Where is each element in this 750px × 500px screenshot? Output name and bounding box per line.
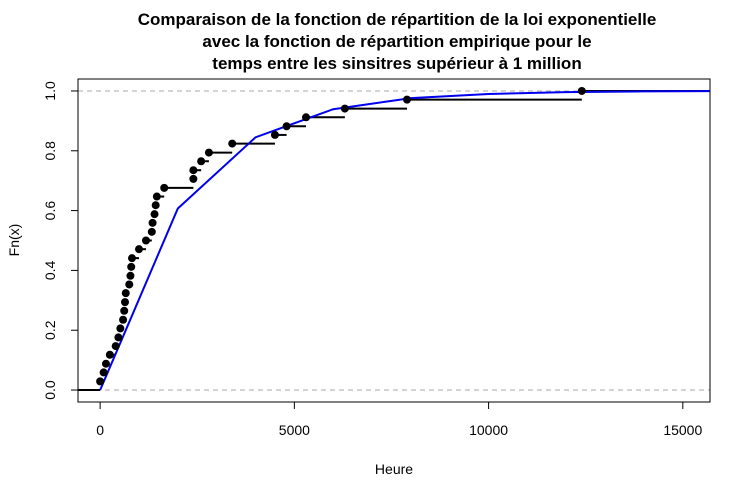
x-tick-label-2: 10000 [469,422,508,438]
ecdf-point-6 [116,324,125,333]
y-axis: 0.0 0.2 0.4 0.6 0.8 1.0 [42,81,79,400]
exponential-cdf-line [99,90,711,391]
x-tick-label-3: 15000 [663,422,702,438]
ecdf-point-17 [147,227,156,236]
plot-box [77,78,711,403]
ecdf-point-18 [148,218,157,227]
ecdf-point-19 [150,210,159,219]
y-tick-label-4: 0.8 [42,141,58,161]
y-tick-label-0: 0.0 [42,380,58,400]
chart-title-line-2: avec la fonction de répartition empiriqu… [202,32,591,51]
ecdf-point-3 [105,350,114,359]
ecdf-point-2 [101,359,110,368]
ecdf-point-28 [270,130,279,139]
ecdf-point-4 [111,342,120,351]
ecdf-point-26 [204,148,213,157]
ecdf-point-23 [189,174,198,183]
ecdf-point-25 [197,157,206,166]
ecdf-point-27 [228,139,237,148]
ecdf-point-29 [282,122,291,131]
ecdf-point-32 [403,95,412,104]
ecdf-point-8 [120,306,129,315]
y-tick-label-1: 0.2 [42,320,58,340]
ecdf-point-16 [141,236,150,245]
x-tick-label-1: 5000 [279,422,310,438]
ecdf-point-13 [127,262,136,271]
ecdf-point-14 [127,254,136,263]
chart-title: Comparaison de la fonction de répartitio… [138,10,657,73]
ecdf-point-22 [160,183,169,192]
x-axis-label: Heure [375,461,413,477]
ecdf-point-5 [114,333,123,342]
ecdf-point-15 [134,245,143,254]
ecdf-point-7 [119,315,128,324]
ecdf-point-24 [189,166,198,175]
ecdf-point-11 [125,280,134,289]
y-tick-label-3: 0.6 [42,201,58,221]
ecdf-point-30 [302,113,311,122]
x-axis: 0 5000 10000 15000 [96,401,702,438]
y-axis-label: Fn(x) [6,224,22,257]
y-tick-label-5: 1.0 [42,81,58,101]
chart-title-line-3: temps entre les sinsitres supérieur à 1 … [212,54,581,73]
ecdf-point-9 [121,298,130,307]
ecdf-point-0 [96,377,105,386]
x-tick-label-0: 0 [96,422,104,438]
chart-title-line-1: Comparaison de la fonction de répartitio… [138,10,657,29]
reference-lines [78,90,710,391]
ecdf-point-10 [121,289,130,298]
ecdf-point-20 [151,201,160,210]
ecdf-point-33 [577,86,586,95]
ecdf-point-1 [99,368,108,377]
ecdf-point-31 [340,104,349,113]
plot-marks [78,86,711,392]
ecdf-point-12 [126,271,135,280]
ecdf-point-21 [152,192,161,201]
y-tick-label-2: 0.4 [42,260,58,280]
